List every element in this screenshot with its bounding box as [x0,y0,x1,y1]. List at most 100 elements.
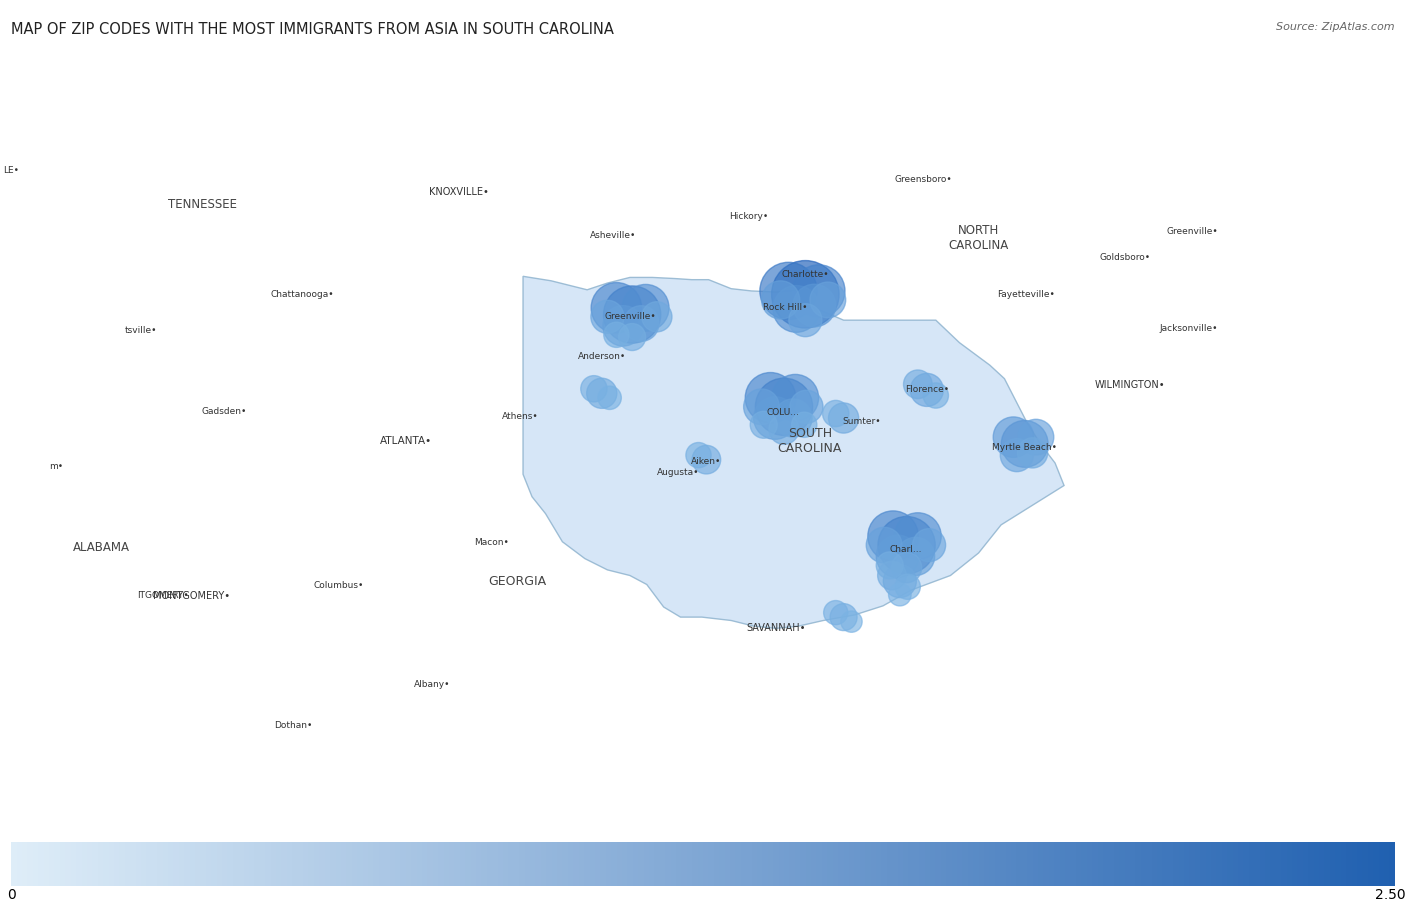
Text: Columbus•: Columbus• [314,581,364,590]
Text: SAVANNAH•: SAVANNAH• [747,623,806,634]
Circle shape [773,286,820,333]
Circle shape [598,386,621,409]
Circle shape [1001,421,1047,467]
Circle shape [762,280,800,319]
Text: Jacksonville•: Jacksonville• [1160,324,1218,333]
Text: tsville•: tsville• [124,325,157,334]
Circle shape [641,302,672,332]
Text: Charl...: Charl... [889,545,922,554]
Text: Greenville•: Greenville• [605,312,655,321]
Circle shape [792,412,817,438]
Circle shape [772,374,818,421]
Text: Augusta•: Augusta• [657,467,700,476]
Circle shape [830,603,858,630]
Text: Chattanooga•: Chattanooga• [271,289,335,298]
Text: TENNESSEE: TENNESSEE [167,198,238,210]
Circle shape [824,601,848,625]
Text: Greensboro•: Greensboro• [894,175,952,184]
Circle shape [692,445,721,474]
Text: Florence•: Florence• [905,386,949,395]
Text: Source: ZipAtlas.com: Source: ZipAtlas.com [1277,22,1395,32]
Circle shape [619,324,645,351]
Circle shape [744,389,779,424]
Circle shape [793,265,845,317]
Text: Dothan•: Dothan• [274,721,312,730]
Text: Aiken•: Aiken• [692,458,721,467]
Circle shape [883,565,917,598]
Circle shape [828,403,859,433]
Text: Greenville•: Greenville• [1167,227,1218,236]
Circle shape [1000,439,1033,472]
Circle shape [894,512,941,559]
Circle shape [772,261,839,328]
Circle shape [876,535,920,578]
Circle shape [623,306,659,342]
Text: ATLANTA•: ATLANTA• [380,435,432,446]
Text: ALABAMA: ALABAMA [73,541,129,554]
Circle shape [1018,419,1053,455]
Circle shape [789,304,823,337]
Circle shape [755,378,813,435]
Polygon shape [523,276,1064,628]
Text: Goldsboro•: Goldsboro• [1099,253,1150,262]
Circle shape [810,282,845,317]
Text: Hickory•: Hickory• [730,212,769,221]
Text: Albany•: Albany• [413,681,450,690]
Circle shape [841,611,862,632]
Circle shape [754,396,796,440]
Circle shape [591,282,641,333]
Text: SOUTH
CAROLINA: SOUTH CAROLINA [778,426,842,455]
Circle shape [1018,438,1047,468]
Circle shape [897,538,935,575]
Circle shape [603,322,628,347]
Circle shape [759,263,817,319]
Circle shape [877,517,935,574]
Circle shape [866,528,901,563]
Text: KNOXVILLE•: KNOXVILLE• [429,187,489,197]
Circle shape [910,373,943,406]
Circle shape [581,376,607,402]
Circle shape [904,370,932,398]
Circle shape [751,411,778,439]
Text: Myrtle Beach•: Myrtle Beach• [993,443,1057,452]
Circle shape [793,284,835,327]
Circle shape [868,511,918,561]
Circle shape [790,390,823,423]
Text: GEORGIA: GEORGIA [488,574,547,588]
Circle shape [623,284,669,331]
Text: NORTH
CAROLINA: NORTH CAROLINA [949,224,1008,252]
Circle shape [686,442,711,467]
Circle shape [993,417,1033,458]
Circle shape [912,529,946,562]
Text: Anderson•: Anderson• [578,352,626,360]
Circle shape [745,372,796,423]
Circle shape [586,378,617,408]
Circle shape [603,306,644,346]
Circle shape [896,574,921,600]
Text: ITGOMERY•: ITGOMERY• [138,592,188,601]
Text: Asheville•: Asheville• [591,231,636,240]
Circle shape [823,400,849,427]
Circle shape [773,399,813,437]
Circle shape [877,561,907,590]
Text: Macon•: Macon• [474,539,509,547]
Circle shape [876,552,903,579]
Circle shape [924,383,949,408]
Text: m•: m• [49,462,63,471]
Circle shape [769,414,799,444]
Text: WILMINGTON•: WILMINGTON• [1095,380,1166,390]
Circle shape [891,553,922,583]
Text: Gadsden•: Gadsden• [201,406,246,415]
Text: MAP OF ZIP CODES WITH THE MOST IMMIGRANTS FROM ASIA IN SOUTH CAROLINA: MAP OF ZIP CODES WITH THE MOST IMMIGRANT… [11,22,614,38]
Text: Athens•: Athens• [502,413,538,422]
Circle shape [591,300,624,334]
Text: Rock Hill•: Rock Hill• [763,303,807,312]
Text: Charlotte•: Charlotte• [782,270,830,279]
Text: Fayetteville•: Fayetteville• [997,289,1054,298]
Circle shape [889,583,911,606]
Text: LE•: LE• [3,166,20,175]
Text: COLU...: COLU... [766,408,799,417]
Text: Sumter•: Sumter• [842,417,882,426]
Text: MONTGOMERY•: MONTGOMERY• [153,591,229,601]
Circle shape [603,286,661,343]
